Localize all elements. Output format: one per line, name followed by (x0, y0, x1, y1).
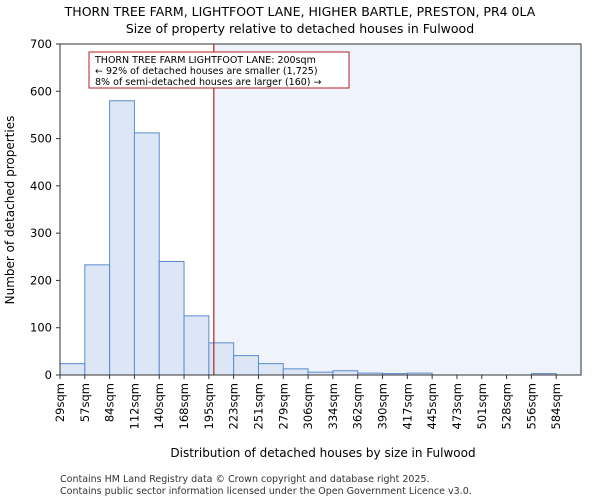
y-tick-label: 500 (30, 132, 52, 146)
x-tick-label: 417sqm (400, 383, 414, 429)
y-axis-label: Number of detached properties (3, 116, 17, 305)
footer-line-1: Contains HM Land Registry data © Crown c… (60, 474, 430, 485)
x-axis-label: Distribution of detached houses by size … (170, 446, 475, 460)
x-tick-label: 390sqm (376, 383, 390, 429)
x-tick-label: 584sqm (549, 383, 563, 429)
bar-57sqm (84, 264, 111, 376)
y-tick-label: 300 (30, 226, 52, 240)
x-tick-label: 195sqm (202, 383, 216, 429)
annotation-line-3: 8% of semi-detached houses are larger (1… (95, 77, 322, 88)
bar-84sqm (109, 100, 135, 376)
chart-subtitle: Size of property relative to detached ho… (126, 21, 474, 36)
x-tick-label: 84sqm (103, 383, 117, 422)
y-tick-label: 200 (30, 273, 52, 287)
x-tick-label: 473sqm (450, 383, 464, 429)
x-tick-label: 306sqm (301, 383, 315, 429)
y-tick-label: 700 (30, 37, 52, 51)
larger-region-highlight (213, 44, 582, 375)
bars (59, 100, 557, 376)
x-tick-label: 362sqm (351, 383, 365, 429)
y-tick-label: 600 (30, 84, 52, 98)
footer-line-2: Contains public sector information licen… (60, 486, 472, 497)
y-tick-label: 400 (30, 179, 52, 193)
bar-334sqm (332, 370, 359, 376)
x-ticks: 29sqm 57sqm 84sqm 112sqm 140sqm 168sqm 195sqm 2… (53, 375, 563, 429)
bar-223sqm (233, 355, 259, 376)
x-tick-label: 279sqm (276, 383, 290, 429)
y-tick-label: 0 (45, 368, 52, 382)
x-tick-label: 57sqm (78, 383, 92, 422)
x-tick-label: 334sqm (326, 383, 340, 429)
x-tick-label: 29sqm (53, 383, 67, 422)
x-tick-label: 556sqm (524, 383, 538, 429)
bar-279sqm (282, 368, 309, 376)
bar-140sqm (158, 261, 185, 376)
x-tick-label: 445sqm (425, 383, 439, 429)
x-tick-label: 251sqm (251, 383, 265, 429)
x-tick-label: 528sqm (500, 383, 514, 429)
x-tick-label: 501sqm (475, 383, 489, 429)
y-tick-label: 100 (30, 321, 52, 335)
x-tick-label: 140sqm (152, 383, 166, 429)
chart-title: THORN TREE FARM, LIGHTFOOT LANE, HIGHER … (64, 4, 536, 19)
annotation-box: THORN TREE FARM LIGHTFOOT LANE: 200sqm ←… (88, 51, 350, 89)
y-ticks: 0 100 200 300 400 500 600 700 (30, 37, 60, 382)
x-tick-label: 112sqm (127, 383, 141, 429)
bar-251sqm (257, 363, 284, 376)
bar-112sqm (133, 132, 160, 376)
bar-168sqm (183, 315, 210, 376)
annotation-line-2: ← 92% of detached houses are smaller (1,… (95, 66, 318, 77)
x-tick-label: 223sqm (227, 383, 241, 429)
plot-frame (59, 43, 582, 376)
bar-29sqm (59, 363, 86, 376)
bar-195sqm (208, 342, 235, 376)
annotation-line-1: THORN TREE FARM LIGHTFOOT LANE: 200sqm (94, 55, 316, 66)
x-tick-label: 168sqm (177, 383, 191, 429)
